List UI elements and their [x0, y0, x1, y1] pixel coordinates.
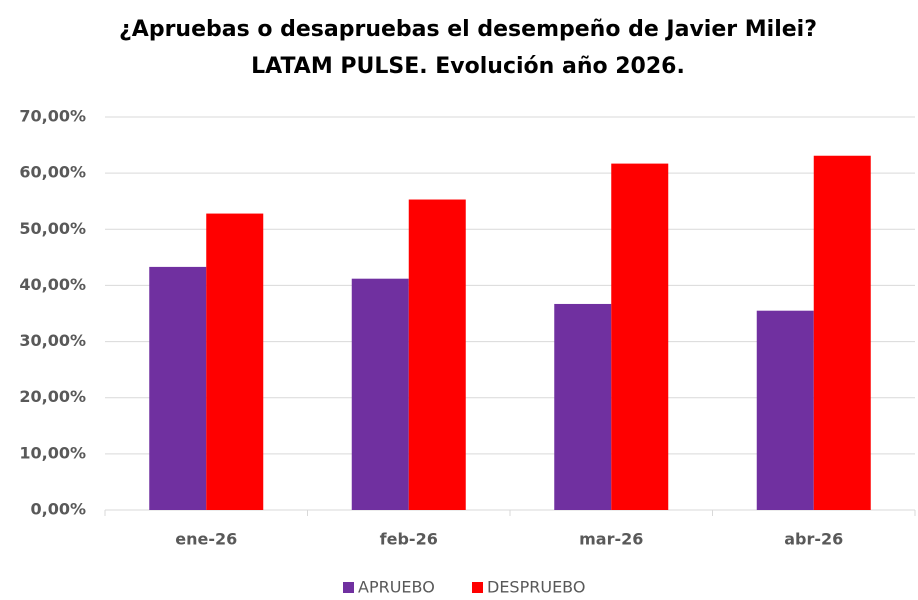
- legend-swatch: [343, 582, 354, 593]
- legend-label: APRUEBO: [358, 578, 435, 597]
- y-tick-label: 70,00%: [19, 107, 86, 126]
- y-tick-label: 20,00%: [19, 387, 86, 406]
- x-tick-label: mar-26: [579, 530, 643, 549]
- y-tick-label: 0,00%: [30, 500, 86, 519]
- chart-title: ¿Apruebas o desapruebas el desempeño de …: [119, 17, 817, 42]
- bar: [206, 213, 264, 510]
- bar: [756, 310, 814, 510]
- y-tick-label: 30,00%: [19, 331, 86, 350]
- x-tick-label: feb-26: [380, 530, 438, 549]
- x-tick-label: abr-26: [784, 530, 843, 549]
- bar: [351, 278, 409, 510]
- bar: [149, 266, 207, 510]
- y-tick-label: 40,00%: [19, 275, 86, 294]
- bar: [813, 155, 871, 510]
- legend-label: DESPRUEBO: [487, 578, 585, 597]
- x-tick-label: ene-26: [175, 530, 237, 549]
- y-tick-label: 60,00%: [19, 163, 86, 182]
- bar: [554, 303, 612, 510]
- chart-subtitle: LATAM PULSE. Evolución año 2026.: [251, 54, 685, 79]
- legend-swatch: [472, 582, 483, 593]
- bar: [611, 163, 669, 510]
- bar: [408, 199, 466, 510]
- y-tick-label: 10,00%: [19, 443, 86, 462]
- y-tick-label: 50,00%: [19, 219, 86, 238]
